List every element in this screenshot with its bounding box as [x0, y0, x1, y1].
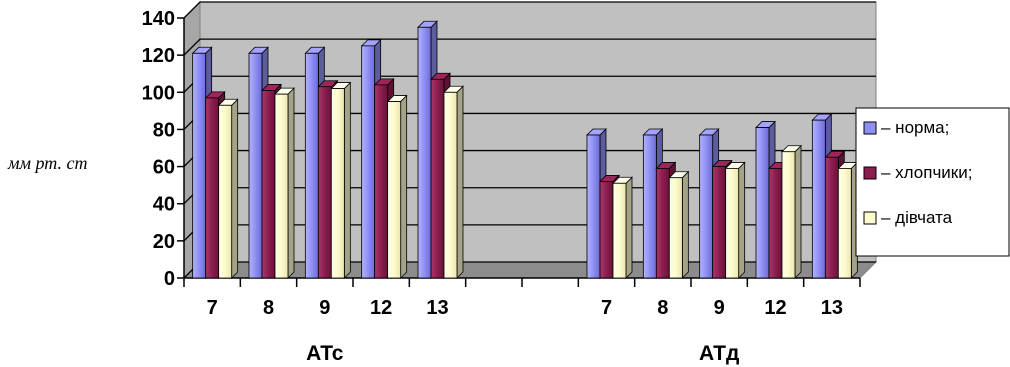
bar-front — [699, 134, 714, 279]
x-tick-label: 13 — [426, 297, 448, 319]
bar-front — [248, 52, 263, 279]
bar-front — [725, 168, 740, 279]
y-tick-label: 120 — [142, 45, 175, 67]
bar-front — [599, 181, 614, 279]
bar-front — [768, 168, 783, 279]
bar-front — [430, 78, 445, 279]
legend-swatch — [863, 166, 877, 180]
bar-front — [837, 168, 852, 279]
bars — [191, 20, 859, 279]
bar-side — [681, 170, 689, 279]
bar-АТс-9-2 — [330, 81, 352, 279]
bar-АТс-12-2 — [386, 94, 408, 279]
y-tick-label: 80 — [153, 119, 175, 141]
legend: – норма; – хлопчики; – дівчата — [855, 107, 1010, 257]
x-tick-label: 7 — [207, 297, 218, 319]
bar-front — [586, 134, 601, 279]
bar-front — [755, 127, 770, 279]
bar-side — [400, 94, 408, 279]
bar-front — [205, 97, 220, 279]
y-tick-label: 140 — [142, 8, 175, 30]
bar-front — [304, 52, 319, 279]
gridline — [183, 1, 876, 19]
bar-front — [374, 84, 389, 279]
bar-front — [218, 104, 233, 279]
gridline — [183, 38, 876, 56]
bar-side — [231, 98, 239, 279]
bar-АТс-7-2 — [217, 98, 239, 279]
bar-front — [261, 90, 276, 279]
bar-front — [811, 119, 826, 279]
group-label: АТд — [699, 342, 739, 365]
x-tick-label: 9 — [319, 297, 330, 319]
legend-entry: – хлопчики; — [881, 163, 972, 182]
bar-АТд-8-2 — [668, 170, 690, 279]
bar-front — [668, 177, 683, 279]
x-tick-label: 8 — [263, 297, 274, 319]
bar-АТс-13-2 — [443, 85, 464, 279]
y-tick-label: 40 — [153, 194, 175, 216]
legend-swatch — [863, 211, 877, 225]
bar-side — [738, 161, 746, 279]
x-tick-label: 9 — [714, 297, 725, 319]
legend-swatch — [863, 121, 877, 135]
bar-front — [330, 88, 345, 279]
x-tick-label: 8 — [657, 297, 668, 319]
bar-side — [794, 144, 802, 279]
bar-front — [361, 45, 376, 279]
bar-front — [824, 156, 839, 279]
bar-side — [287, 87, 295, 279]
bar-front — [387, 101, 402, 279]
bar-front — [317, 86, 332, 279]
bar-АТд-12-2 — [781, 144, 802, 279]
bar-front — [642, 134, 657, 279]
x-tick-label: 12 — [370, 297, 392, 319]
bar-АТд-7-2 — [612, 176, 633, 279]
y-tick-label: 100 — [142, 82, 175, 104]
legend-entry: – норма; — [881, 118, 949, 137]
bar-front — [712, 166, 727, 279]
bar-front — [417, 26, 432, 279]
x-tick-label: 12 — [764, 297, 786, 319]
group-label: АТс — [306, 342, 344, 365]
y-axis-title: мм рт. ст — [7, 153, 87, 173]
legend-box — [855, 107, 1010, 257]
bar-АТс-8-2 — [274, 87, 295, 279]
y-tick-label: 60 — [153, 157, 175, 179]
bar-side — [343, 81, 351, 279]
bar-АТд-9-2 — [724, 161, 746, 279]
labels: 0 20 40 60 80 100 120 140 мм рт. ст 7 8 9 12 13 АТс 7 8 9… — [7, 8, 843, 365]
axes — [177, 17, 861, 287]
bar-front — [612, 182, 627, 279]
y-tick-label: 20 — [153, 231, 175, 253]
bar-front — [192, 52, 207, 279]
x-tick-label: 7 — [601, 297, 612, 319]
bar-front — [781, 151, 796, 279]
bar-front — [274, 93, 289, 279]
bar-front — [443, 91, 458, 279]
bar-АТд-13-2 — [837, 161, 859, 279]
bar-side — [625, 176, 633, 279]
legend-entry: – дівчата — [881, 208, 953, 227]
x-tick-label: 13 — [821, 297, 843, 319]
bar-front — [655, 168, 670, 279]
y-tick-label: 0 — [164, 268, 175, 290]
bar-side — [456, 85, 464, 279]
